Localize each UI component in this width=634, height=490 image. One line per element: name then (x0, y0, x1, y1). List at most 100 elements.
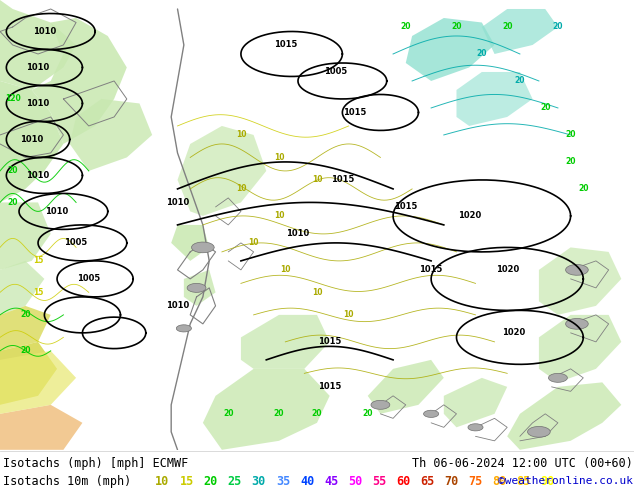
Text: 20: 20 (363, 409, 373, 418)
Text: 50: 50 (348, 475, 362, 488)
Polygon shape (184, 270, 216, 306)
Text: 1015: 1015 (344, 108, 366, 117)
Polygon shape (0, 342, 57, 405)
Text: 15: 15 (179, 475, 193, 488)
Polygon shape (539, 315, 621, 382)
Text: 20: 20 (578, 184, 588, 194)
Text: 1005: 1005 (65, 239, 87, 247)
Polygon shape (456, 72, 533, 126)
Polygon shape (0, 261, 44, 315)
Text: Isotachs 10m (mph): Isotachs 10m (mph) (3, 475, 131, 488)
Text: 25: 25 (228, 475, 242, 488)
Text: 20: 20 (20, 346, 30, 355)
Polygon shape (0, 202, 51, 270)
Text: 10: 10 (312, 175, 322, 184)
Text: 1010: 1010 (166, 198, 189, 207)
Text: 1010: 1010 (27, 63, 49, 72)
Text: 20: 20 (502, 23, 512, 31)
Text: 80: 80 (493, 475, 507, 488)
Text: 1020: 1020 (496, 266, 519, 274)
Text: Isotachs (mph) [mph] ECMWF: Isotachs (mph) [mph] ECMWF (3, 457, 188, 469)
Polygon shape (0, 81, 63, 202)
Text: 65: 65 (420, 475, 434, 488)
Polygon shape (0, 0, 76, 90)
Text: 10: 10 (280, 266, 290, 274)
Text: 1015: 1015 (420, 266, 443, 274)
Text: 10: 10 (249, 239, 259, 247)
Polygon shape (368, 360, 444, 414)
Polygon shape (32, 18, 127, 144)
Text: 1020: 1020 (502, 328, 525, 338)
Polygon shape (468, 424, 483, 431)
Text: 1010: 1010 (166, 301, 189, 310)
Polygon shape (178, 126, 266, 216)
Text: 70: 70 (444, 475, 458, 488)
Text: 20: 20 (566, 157, 576, 167)
Text: 20: 20 (312, 409, 322, 418)
Text: 10: 10 (344, 310, 354, 319)
Text: 45: 45 (324, 475, 338, 488)
Polygon shape (424, 410, 439, 417)
Text: 10: 10 (236, 184, 246, 194)
Text: 1010: 1010 (33, 27, 56, 36)
Text: 20: 20 (8, 198, 18, 207)
Text: 20: 20 (553, 23, 563, 31)
Polygon shape (176, 325, 191, 332)
Polygon shape (0, 405, 82, 450)
Polygon shape (406, 18, 495, 81)
Text: 1005: 1005 (77, 274, 100, 283)
Text: 20: 20 (204, 475, 217, 488)
Text: 20: 20 (566, 130, 576, 140)
Text: 1010: 1010 (27, 99, 49, 108)
Text: 1010: 1010 (46, 207, 68, 216)
Polygon shape (241, 315, 330, 369)
Text: 15: 15 (33, 256, 43, 266)
Polygon shape (482, 9, 558, 54)
Text: 1010: 1010 (287, 229, 309, 239)
Text: 1010: 1010 (27, 171, 49, 180)
Polygon shape (539, 247, 621, 315)
Text: 1015: 1015 (274, 41, 297, 49)
Polygon shape (191, 242, 214, 253)
Text: 35: 35 (276, 475, 290, 488)
Text: 20: 20 (8, 167, 18, 175)
Text: 1015: 1015 (318, 337, 341, 346)
Text: ©weatheronline.co.uk: ©weatheronline.co.uk (498, 476, 633, 486)
Text: 1015: 1015 (394, 202, 417, 211)
Polygon shape (507, 382, 621, 450)
Text: 10: 10 (274, 153, 284, 162)
Polygon shape (548, 373, 567, 382)
Polygon shape (171, 225, 209, 261)
Text: 20: 20 (451, 23, 462, 31)
Text: 40: 40 (300, 475, 314, 488)
Polygon shape (527, 426, 550, 437)
Polygon shape (371, 400, 390, 409)
Text: 15: 15 (33, 288, 43, 297)
Polygon shape (187, 283, 206, 293)
Text: 1010: 1010 (20, 135, 43, 144)
Text: 10: 10 (312, 288, 322, 297)
Text: 75: 75 (469, 475, 482, 488)
Text: 1015: 1015 (318, 382, 341, 392)
Text: 10: 10 (236, 130, 246, 140)
Polygon shape (566, 318, 588, 329)
Polygon shape (0, 306, 51, 351)
Text: 60: 60 (396, 475, 410, 488)
Text: 20: 20 (477, 49, 487, 58)
Text: 10: 10 (274, 211, 284, 220)
Text: 1020: 1020 (458, 211, 481, 220)
Text: Th 06-06-2024 12:00 UTC (00+60): Th 06-06-2024 12:00 UTC (00+60) (412, 457, 633, 469)
Text: 20: 20 (20, 310, 30, 319)
Polygon shape (566, 265, 588, 275)
Text: 85: 85 (517, 475, 531, 488)
Polygon shape (203, 369, 330, 450)
Text: 120: 120 (5, 95, 20, 103)
Text: 55: 55 (372, 475, 386, 488)
Polygon shape (444, 378, 507, 427)
Text: 30: 30 (252, 475, 266, 488)
Text: 20: 20 (401, 23, 411, 31)
Text: 20: 20 (274, 409, 284, 418)
Text: 1005: 1005 (325, 68, 347, 76)
Text: 20: 20 (223, 409, 233, 418)
Text: 20: 20 (540, 103, 550, 113)
